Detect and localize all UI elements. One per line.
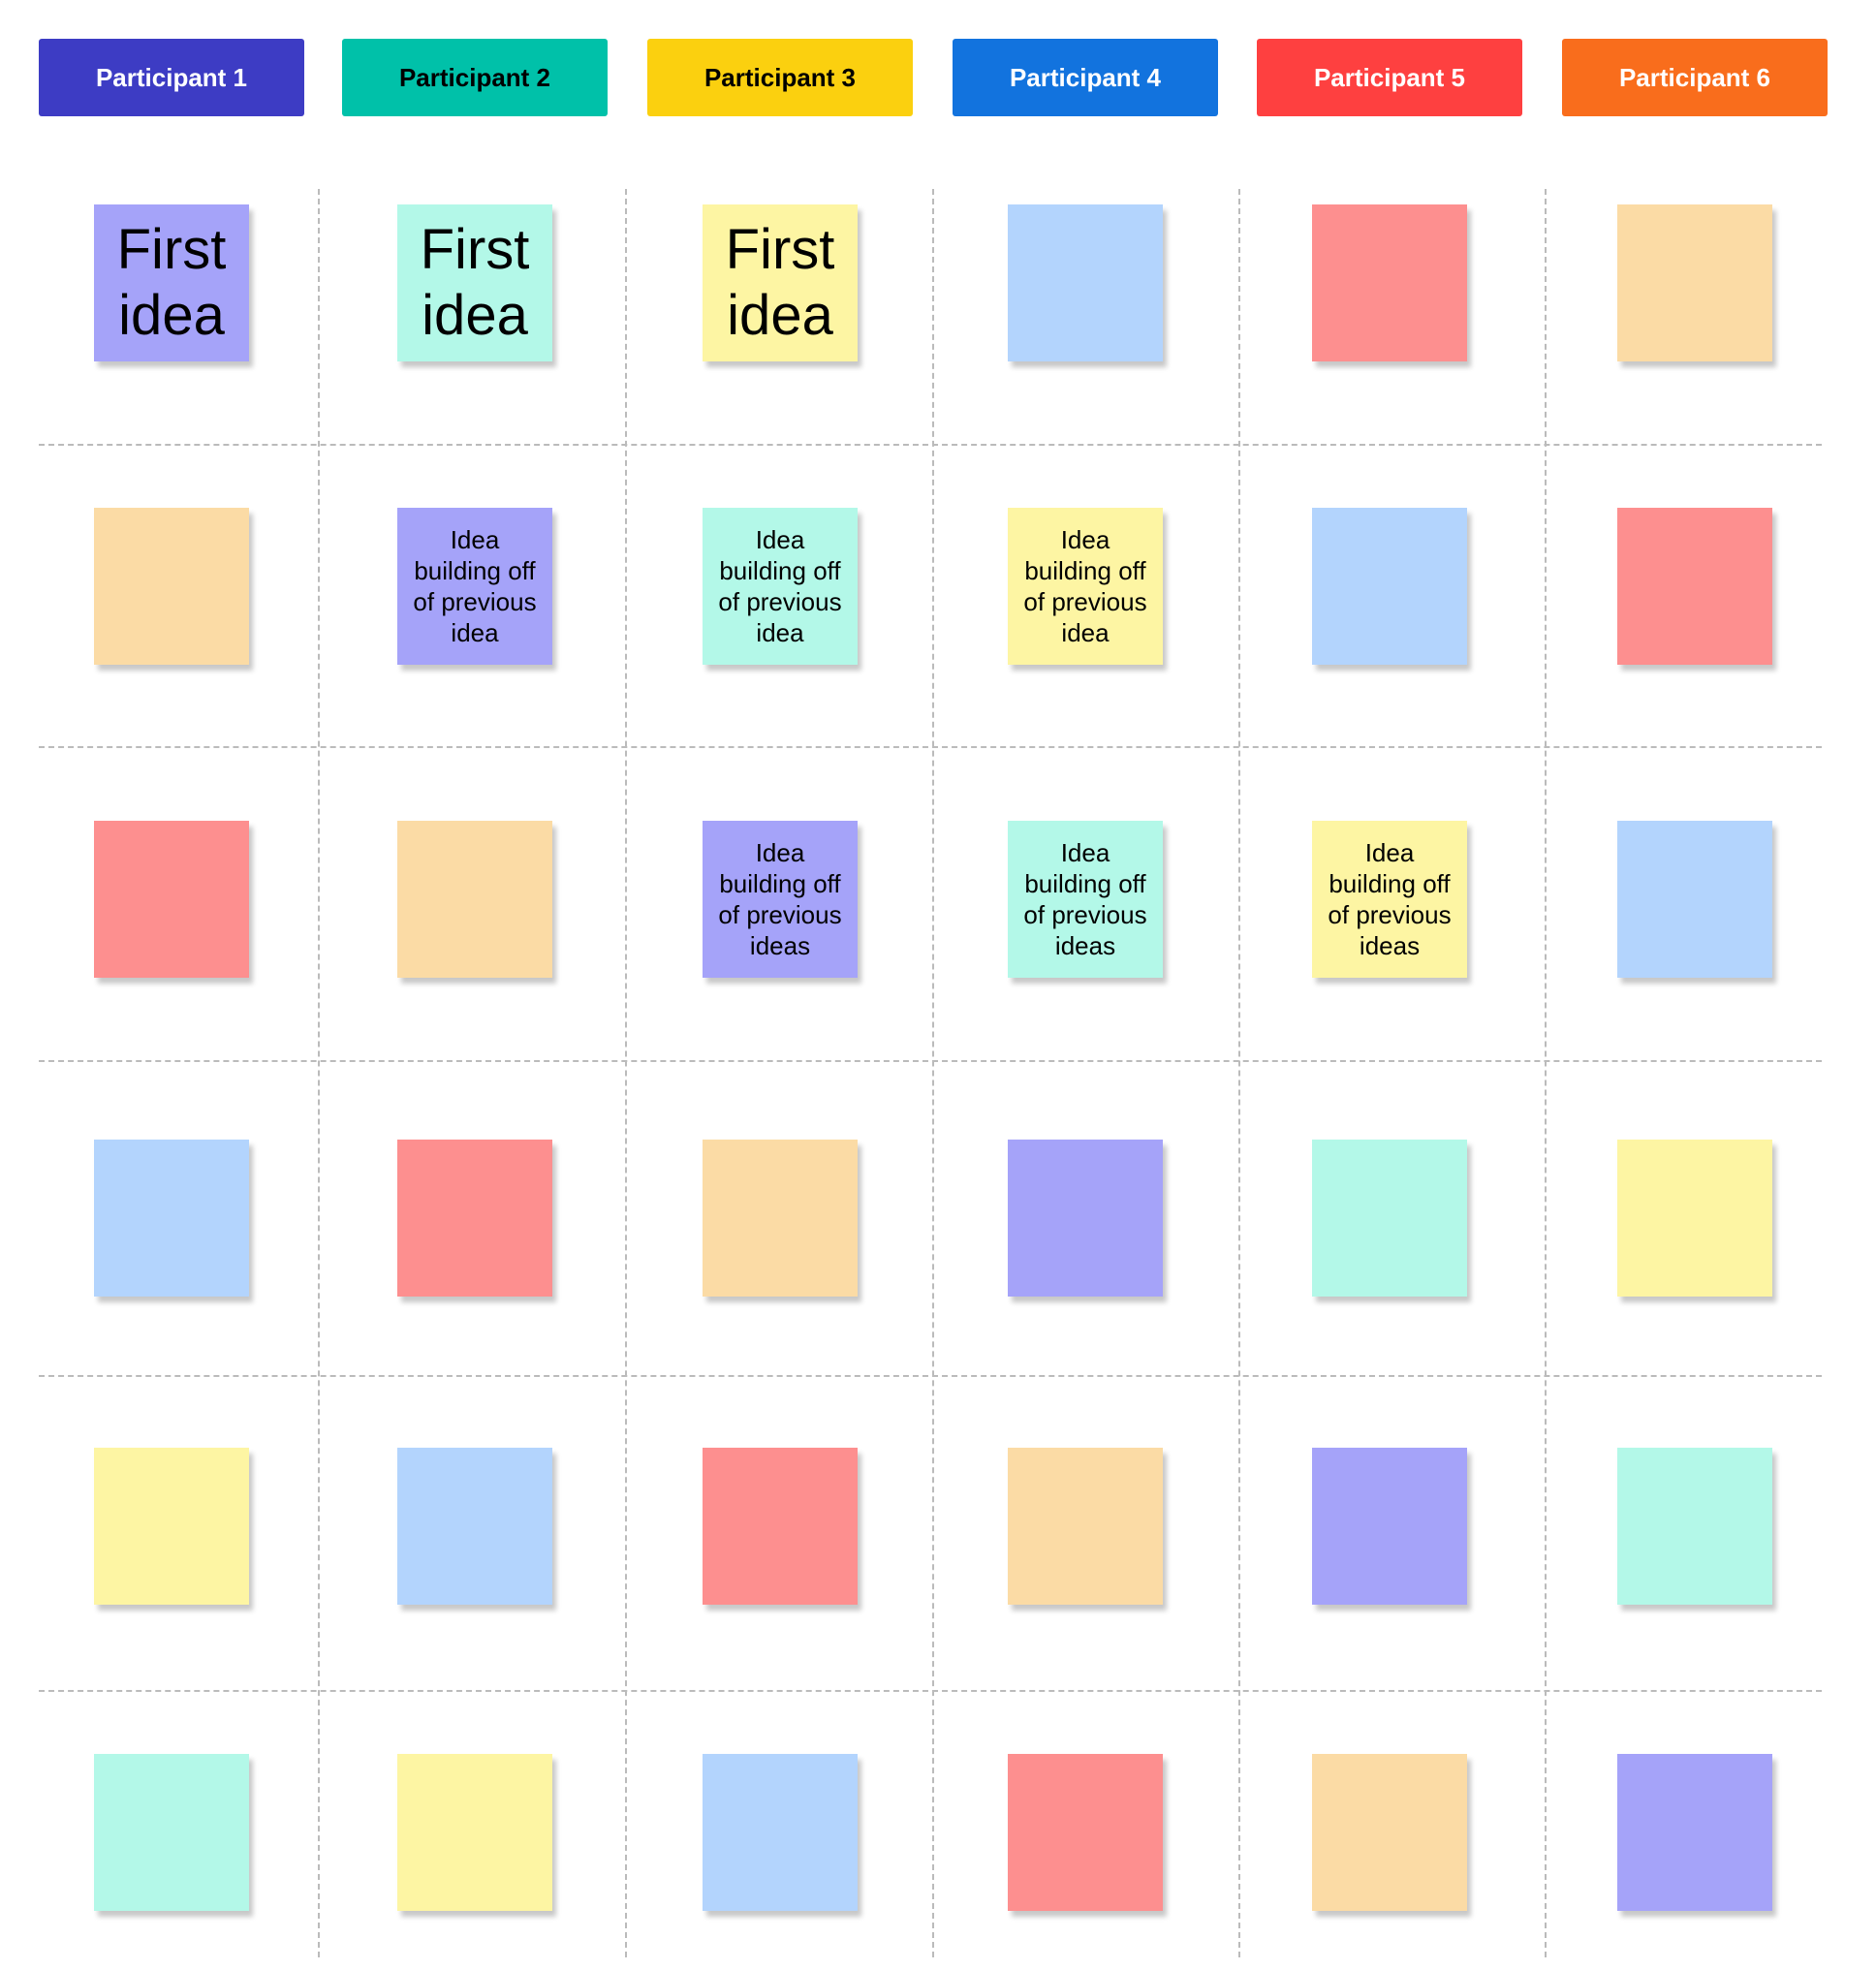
participant-header: Participant 6 <box>1562 39 1828 116</box>
sticky-note <box>703 1448 858 1605</box>
sticky-note <box>397 1754 552 1911</box>
sticky-note <box>1008 1140 1163 1297</box>
sticky-note: Idea building off of previous ideas <box>1312 821 1467 978</box>
row-divider <box>39 1375 1822 1377</box>
column-divider <box>932 189 934 1957</box>
sticky-note <box>94 1754 249 1911</box>
sticky-note <box>1008 204 1163 361</box>
sticky-note <box>397 1140 552 1297</box>
sticky-note: Idea building off of previous idea <box>397 508 552 665</box>
sticky-note <box>94 1448 249 1605</box>
sticky-note <box>1312 1140 1467 1297</box>
sticky-note: First idea <box>703 204 858 361</box>
sticky-note: Idea building off of previous idea <box>703 508 858 665</box>
sticky-note: Idea building off of previous ideas <box>1008 821 1163 978</box>
sticky-note <box>1008 1754 1163 1911</box>
column-divider <box>1238 189 1240 1957</box>
column-divider <box>625 189 627 1957</box>
participant-header: Participant 5 <box>1257 39 1522 116</box>
participant-header: Participant 3 <box>647 39 913 116</box>
row-divider <box>39 1690 1822 1692</box>
participant-header: Participant 2 <box>342 39 608 116</box>
column-divider <box>318 189 320 1957</box>
sticky-note: First idea <box>397 204 552 361</box>
sticky-note <box>1617 1754 1772 1911</box>
column-divider <box>1545 189 1547 1957</box>
sticky-note <box>1008 1448 1163 1605</box>
sticky-note: Idea building off of previous ideas <box>703 821 858 978</box>
sticky-note <box>94 821 249 978</box>
sticky-note <box>1312 1754 1467 1911</box>
row-divider <box>39 746 1822 748</box>
sticky-note <box>397 1448 552 1605</box>
sticky-note <box>1312 1448 1467 1605</box>
sticky-note <box>1312 204 1467 361</box>
sticky-note <box>703 1754 858 1911</box>
sticky-note: Idea building off of previous idea <box>1008 508 1163 665</box>
sticky-note <box>703 1140 858 1297</box>
sticky-note <box>1617 204 1772 361</box>
sticky-note <box>1617 508 1772 665</box>
sticky-note <box>94 1140 249 1297</box>
sticky-note <box>94 508 249 665</box>
participant-header: Participant 4 <box>953 39 1218 116</box>
row-divider <box>39 1060 1822 1062</box>
row-divider <box>39 444 1822 446</box>
sticky-note <box>1617 1140 1772 1297</box>
sticky-note: First idea <box>94 204 249 361</box>
sticky-note <box>1617 821 1772 978</box>
sticky-note <box>1617 1448 1772 1605</box>
sticky-note <box>1312 508 1467 665</box>
participant-header: Participant 1 <box>39 39 304 116</box>
sticky-note <box>397 821 552 978</box>
